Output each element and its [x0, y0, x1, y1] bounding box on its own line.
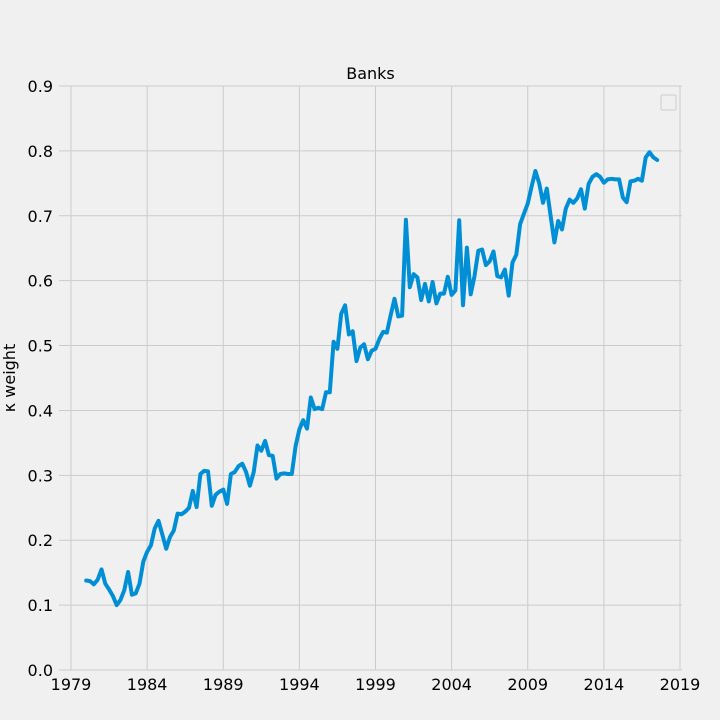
x-tick-label: 2004 — [431, 675, 472, 694]
x-tick-label: 1999 — [355, 675, 396, 694]
y-tick-label: 0.3 — [28, 466, 53, 485]
plot-area — [84, 150, 660, 608]
y-tick-label: 0.5 — [28, 337, 53, 356]
y-tick-label: 0.8 — [28, 142, 53, 161]
x-tick-label: 2009 — [507, 675, 548, 694]
y-tick-label: 0.9 — [28, 77, 53, 96]
y-tick-label: 0.7 — [28, 207, 53, 226]
x-tick-label: 1994 — [279, 675, 320, 694]
x-tick-label: 2019 — [660, 675, 701, 694]
y-axis-ticks: 0.0 0.1 0.2 0.3 0.4 0.5 0.6 0.7 0.8 0.9 — [28, 77, 53, 680]
y-tick-label: 0.1 — [28, 596, 53, 615]
series-line — [84, 150, 660, 608]
y-tick-label: 0.2 — [28, 531, 53, 550]
x-tick-label: 2014 — [584, 675, 625, 694]
grid — [59, 85, 682, 671]
x-axis-ticks: 1979 1984 1989 1994 1999 2004 2009 2014 2019 — [51, 675, 701, 694]
y-tick-label: 0.0 — [28, 661, 53, 680]
x-tick-label: 1984 — [127, 675, 168, 694]
legend-box — [660, 94, 677, 111]
x-tick-label: 1989 — [203, 675, 244, 694]
x-tick-label: 1979 — [51, 675, 92, 694]
y-tick-label: 0.4 — [28, 401, 53, 420]
y-axis-label: κ weight — [0, 344, 19, 412]
y-tick-label: 0.6 — [28, 272, 53, 291]
chart-title: Banks — [346, 64, 395, 83]
